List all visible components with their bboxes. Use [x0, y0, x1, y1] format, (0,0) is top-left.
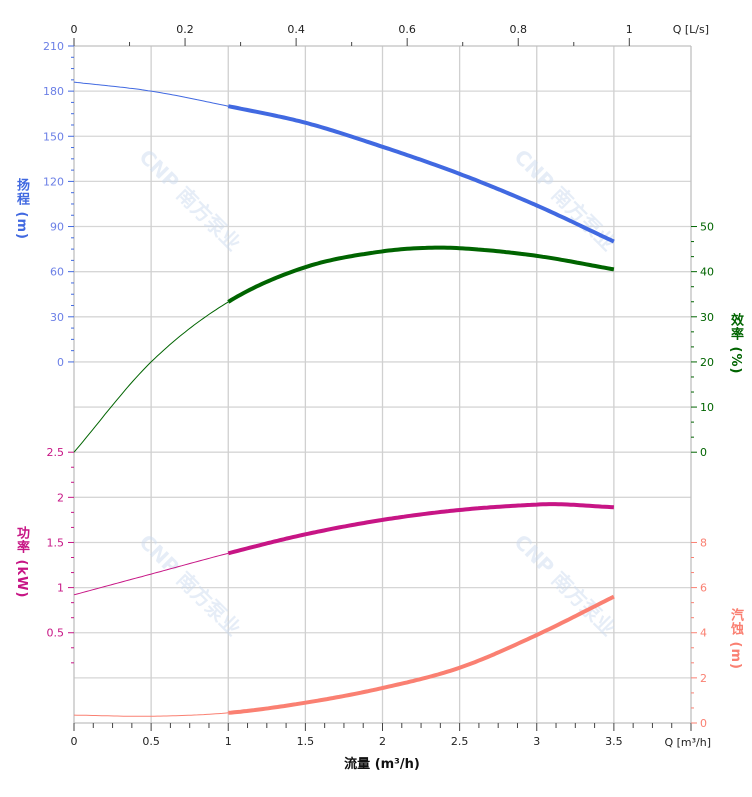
npsh-axis-title: 汽蚀 (m) — [728, 608, 743, 670]
x2-tick-label: 0.4 — [287, 23, 305, 36]
power-tick-label: 2 — [57, 491, 64, 504]
x-tick-label: 0 — [71, 735, 78, 748]
efficiency-tick-label: 40 — [700, 266, 714, 279]
npsh-tick-label: 4 — [700, 627, 707, 640]
x-tick-label: 3 — [533, 735, 540, 748]
head-tick-label: 210 — [43, 40, 64, 53]
x-axis-label: 流量 (m³/h) — [344, 756, 420, 772]
npsh-curve-operating — [228, 594, 615, 715]
npsh-tick-label: 2 — [700, 672, 707, 685]
x2-tick-label: 0.2 — [176, 23, 194, 36]
x2-axis-unit: Q [L/s] — [673, 23, 709, 36]
watermark-logo: CNP 南方泵业 — [509, 530, 620, 641]
axes: 0 0.5 1 1.5 2 2.5 3 3.50 0.2 0.4 0.6 0.8 12101801501… — [43, 23, 714, 748]
npsh-curve-extended — [73, 712, 229, 717]
efficiency-curve-operating — [227, 245, 615, 304]
power-tick-label: 2.5 — [47, 446, 65, 459]
x2-tick-label: 0.6 — [398, 23, 416, 36]
efficiency-tick-label: 30 — [700, 311, 714, 324]
x-tick-label: 1 — [225, 735, 232, 748]
head-axis-title: 扬程 (m) — [14, 178, 29, 240]
efficiency-curve-extended — [73, 301, 229, 453]
x-axis-unit: Q [m³/h] — [664, 736, 711, 749]
power-tick-label: 0.5 — [47, 627, 65, 640]
efficiency-axis-title: 效率 (%) — [728, 313, 743, 375]
power-curve-operating — [227, 502, 615, 556]
head-tick-label: 180 — [43, 85, 64, 98]
x-tick-label: 3.5 — [605, 735, 623, 748]
npsh-tick-label: 8 — [700, 536, 707, 549]
x-tick-label: 1.5 — [297, 735, 315, 748]
efficiency-tick-label: 50 — [700, 221, 714, 234]
x-tick-label: 2.5 — [451, 735, 469, 748]
power-tick-label: 1 — [57, 582, 64, 595]
head-curve-extended — [73, 81, 229, 107]
curves — [73, 81, 615, 717]
efficiency-tick-label: 0 — [700, 446, 707, 459]
head-tick-label: 0 — [57, 356, 64, 369]
npsh-tick-label: 0 — [700, 717, 707, 730]
efficiency-tick-label: 10 — [700, 401, 714, 414]
head-tick-label: 120 — [43, 175, 64, 188]
npsh-tick-label: 6 — [700, 582, 707, 595]
power-curve-extended — [73, 552, 229, 596]
x2-tick-label: 1 — [626, 23, 633, 36]
efficiency-tick-label: 20 — [700, 356, 714, 369]
x2-tick-label: 0 — [71, 23, 78, 36]
power-tick-label: 1.5 — [47, 536, 65, 549]
x2-tick-label: 0.8 — [509, 23, 527, 36]
head-tick-label: 90 — [50, 221, 64, 234]
x-tick-label: 0.5 — [142, 735, 160, 748]
head-tick-label: 60 — [50, 266, 64, 279]
head-curve-operating — [227, 104, 615, 244]
power-axis-title: 功率 (kW) — [14, 526, 29, 599]
head-tick-label: 150 — [43, 130, 64, 143]
x-tick-label: 2 — [379, 735, 386, 748]
head-tick-label: 30 — [50, 311, 64, 324]
